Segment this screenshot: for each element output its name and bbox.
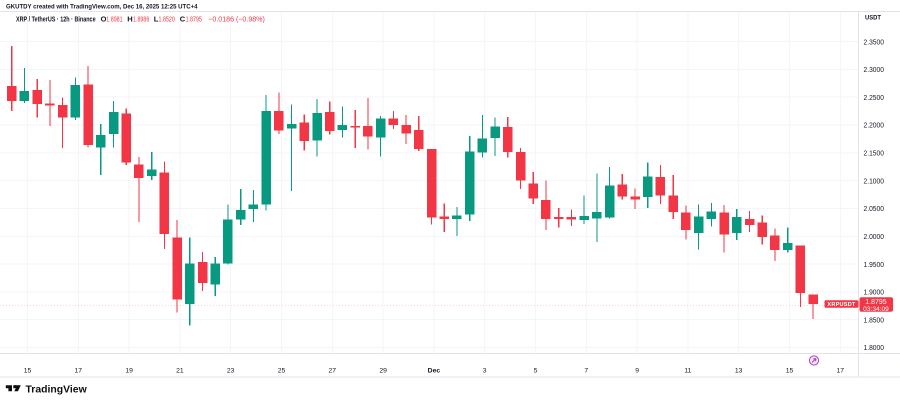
svg-text:5: 5 xyxy=(534,368,538,375)
svg-text:1.9000: 1.9000 xyxy=(864,288,885,297)
svg-text:2.3000: 2.3000 xyxy=(864,65,885,74)
svg-text:11: 11 xyxy=(684,368,691,375)
svg-text:C: C xyxy=(180,15,186,24)
svg-text:21: 21 xyxy=(176,368,184,375)
svg-text:XRP / TetherUS · 12h · Binance: XRP / TetherUS · 12h · Binance xyxy=(16,15,96,24)
svg-text:TradingView: TradingView xyxy=(26,384,88,396)
svg-text:2.0000: 2.0000 xyxy=(864,232,885,241)
svg-text:Dec: Dec xyxy=(428,368,441,375)
svg-text:−0.0186 (−0.98%): −0.0186 (−0.98%) xyxy=(208,15,265,24)
svg-text:1.9500: 1.9500 xyxy=(864,260,885,269)
svg-text:13: 13 xyxy=(735,368,743,375)
svg-text:H: H xyxy=(127,15,132,24)
svg-text:23: 23 xyxy=(227,368,235,375)
svg-text:2.3500: 2.3500 xyxy=(864,37,885,46)
svg-text:2.2500: 2.2500 xyxy=(864,93,885,102)
svg-text:1.8795: 1.8795 xyxy=(186,15,202,24)
svg-text:2.0500: 2.0500 xyxy=(864,204,885,213)
svg-text:1.8981: 1.8981 xyxy=(106,15,122,24)
svg-text:1.8986: 1.8986 xyxy=(133,15,149,24)
svg-text:XRPUSDT: XRPUSDT xyxy=(827,302,856,308)
svg-text:25: 25 xyxy=(278,368,286,375)
svg-text:2.2000: 2.2000 xyxy=(864,121,885,130)
svg-text:9: 9 xyxy=(635,368,639,375)
svg-text:15: 15 xyxy=(24,368,32,375)
svg-text:17: 17 xyxy=(837,368,845,375)
svg-text:2.1000: 2.1000 xyxy=(864,176,885,185)
svg-text:17: 17 xyxy=(75,368,83,375)
svg-text:19: 19 xyxy=(125,368,133,375)
svg-text:GKUTDY created with TradingVie: GKUTDY created with TradingView.com, Dec… xyxy=(6,4,198,11)
svg-text:1.8795: 1.8795 xyxy=(865,299,887,306)
svg-text:27: 27 xyxy=(329,368,337,375)
svg-text:1.8500: 1.8500 xyxy=(864,315,885,324)
svg-text:7: 7 xyxy=(584,368,588,375)
svg-text:03:34:09: 03:34:09 xyxy=(863,306,889,313)
svg-text:2.1500: 2.1500 xyxy=(864,149,885,158)
svg-text:1.8520: 1.8520 xyxy=(159,15,175,24)
svg-text:3: 3 xyxy=(483,368,487,375)
svg-text:O: O xyxy=(101,15,107,24)
svg-text:1.8000: 1.8000 xyxy=(864,343,885,352)
svg-text:15: 15 xyxy=(786,368,794,375)
svg-text:L: L xyxy=(154,15,159,24)
svg-text:USDT: USDT xyxy=(865,14,881,21)
svg-text:29: 29 xyxy=(379,368,387,375)
